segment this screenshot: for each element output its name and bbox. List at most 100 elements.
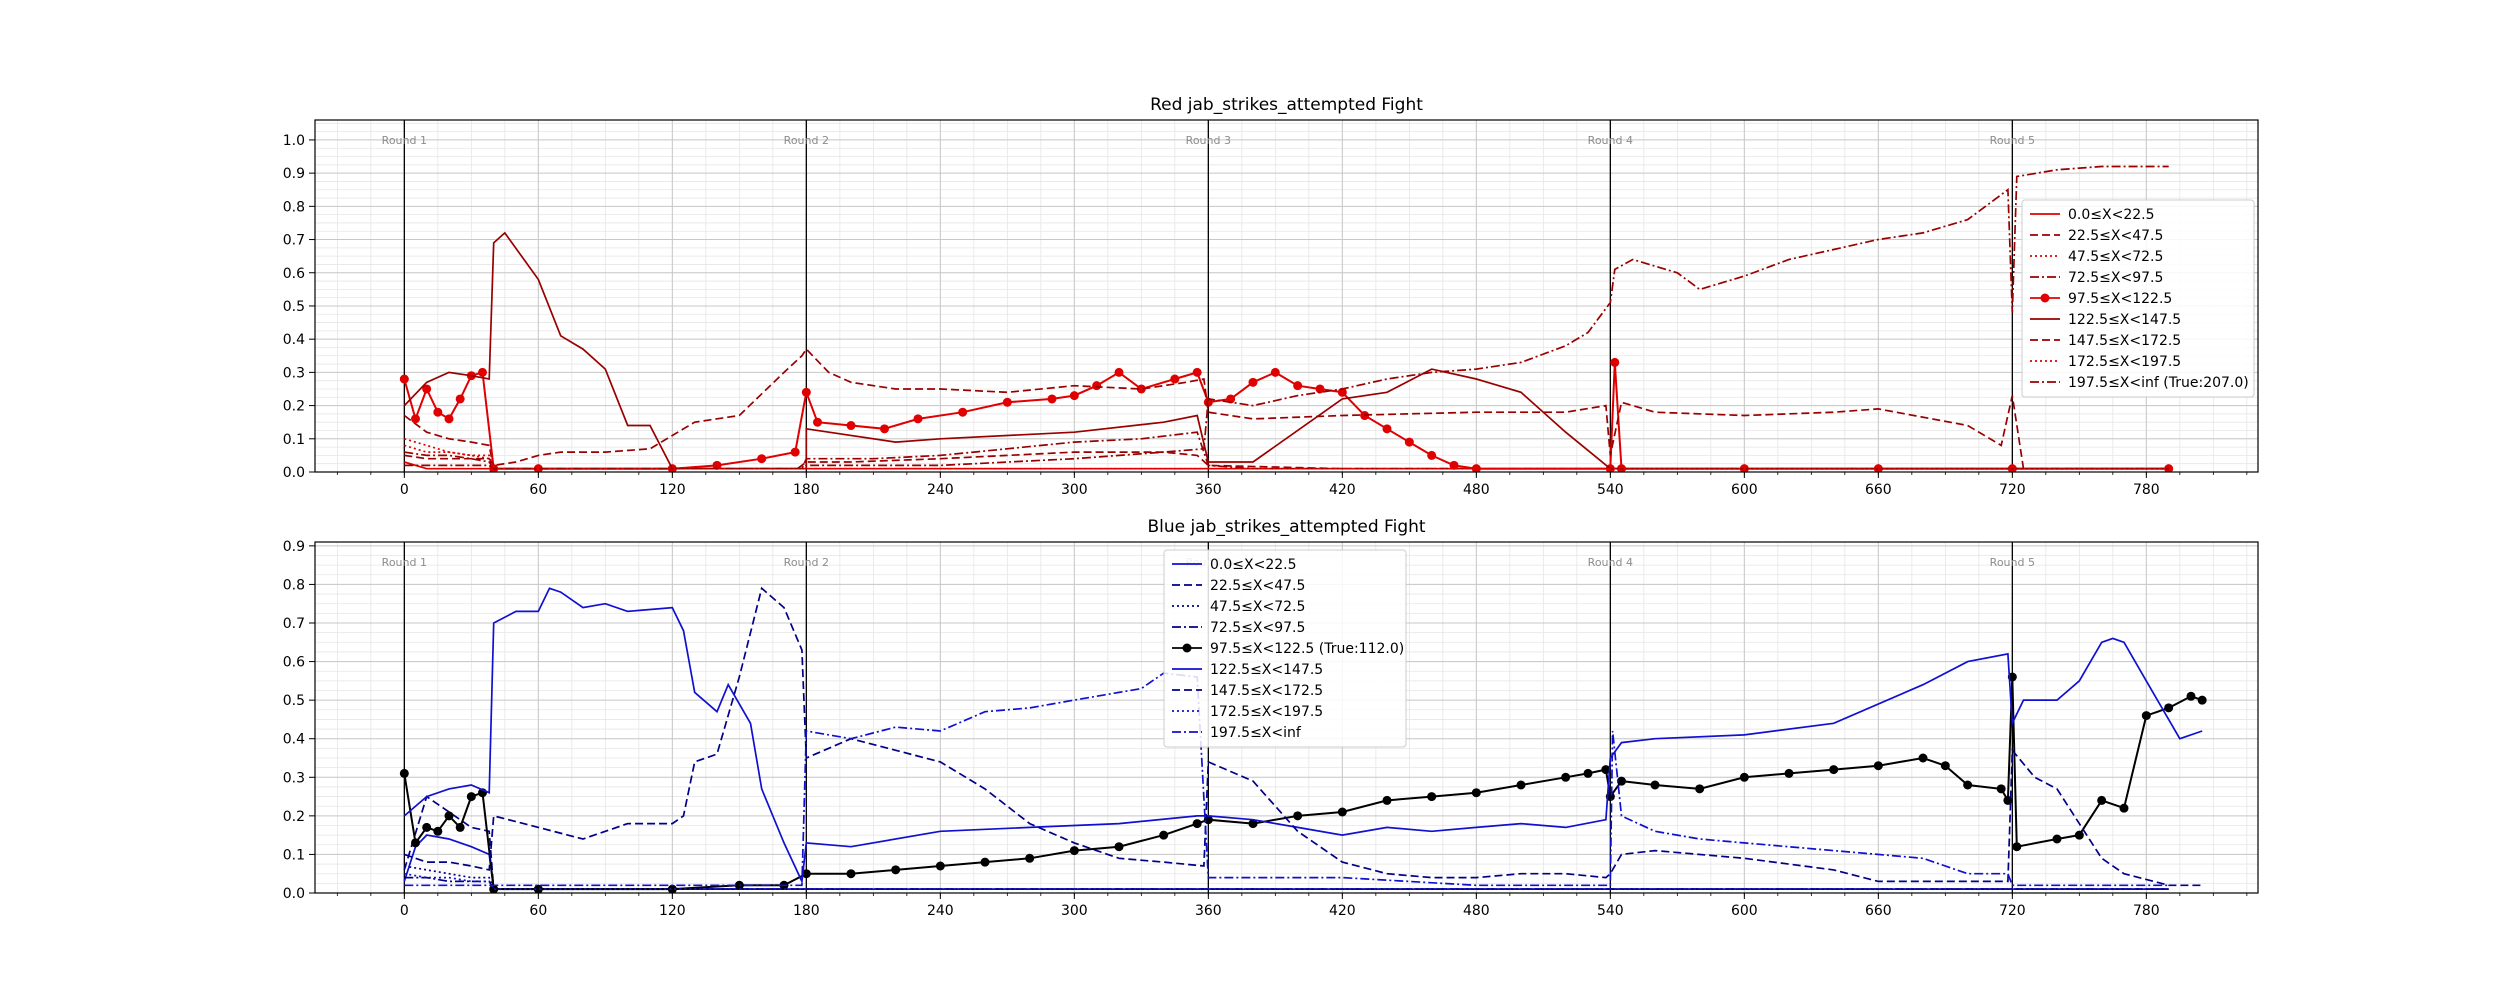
series-marker [1382, 795, 1392, 805]
y-tick-label: 0.4 [283, 332, 305, 348]
y-tick-label: 0.7 [283, 616, 305, 632]
legend: 0.0≤X<22.5 22.5≤X<47.5 47.5≤X<72.5 72.5≤X<9… [1163, 549, 1407, 748]
legend-entry: 72.5≤X<97.5 [1210, 620, 1305, 636]
y-tick-label: 0.9 [283, 166, 305, 182]
round-label: Round 5 [1990, 134, 2035, 147]
series-marker [1583, 768, 1593, 778]
series-marker [1829, 765, 1839, 775]
legend-entry: 172.5≤X<197.5 [1210, 704, 1323, 720]
legend-entry: 172.5≤X<197.5 [2068, 354, 2181, 370]
round-label: Round 3 [1186, 134, 1231, 147]
y-tick-label: 0.8 [283, 199, 305, 215]
series-marker [2012, 842, 2022, 852]
x-tick-label: 720 [1999, 482, 2026, 498]
series-marker [1114, 842, 1124, 852]
series-marker [790, 447, 800, 457]
x-tick-label: 780 [2133, 482, 2160, 498]
round-label: Round 4 [1588, 134, 1633, 147]
chart-title: Blue jab_strikes_attempted Fight [1147, 517, 1425, 537]
series-marker [1471, 788, 1481, 798]
x-tick-label: 420 [1329, 482, 1356, 498]
series-marker [1069, 846, 1079, 856]
series-marker [1561, 772, 1571, 782]
series-marker [1784, 768, 1794, 778]
series-marker [1047, 394, 1057, 404]
legend-entry: 0.0≤X<22.5 [1210, 557, 1297, 573]
legend-entry: 47.5≤X<72.5 [2068, 249, 2163, 265]
legend-entry: 47.5≤X<72.5 [1210, 599, 1305, 615]
round-label: Round 5 [1990, 556, 2035, 569]
series-marker [2074, 830, 2084, 840]
series-marker [1739, 772, 1749, 782]
series-marker [2186, 691, 2196, 701]
x-tick-label: 0 [400, 903, 409, 919]
series-marker [411, 414, 420, 424]
series-marker [913, 414, 923, 424]
series-marker [1516, 780, 1526, 790]
round-label: Round 1 [382, 134, 427, 147]
series-marker [422, 822, 432, 832]
x-tick-label: 240 [927, 482, 954, 498]
legend-entry: 0.0≤X<22.5 [2068, 207, 2155, 223]
series-marker [444, 811, 454, 821]
y-tick-label: 0.1 [283, 847, 305, 863]
legend-entry: 22.5≤X<47.5 [2068, 228, 2163, 244]
series-marker [1996, 784, 2006, 794]
series-marker [1248, 377, 1258, 387]
series-marker [455, 822, 465, 832]
y-tick-label: 0.3 [283, 365, 305, 381]
series-marker [399, 374, 409, 384]
series-line-4 [403, 362, 2169, 470]
axes-frame [314, 541, 2259, 894]
legend-entry: 97.5≤X<122.5 (True:112.0) [1210, 641, 1404, 657]
series-marker [1192, 819, 1202, 829]
x-tick-label: 360 [1195, 903, 1222, 919]
series-marker [757, 454, 767, 464]
x-tick-label: 420 [1329, 903, 1356, 919]
series-marker [433, 407, 443, 417]
series-line-3 [404, 431, 2169, 470]
series-marker [399, 768, 409, 778]
series-marker [1695, 784, 1705, 794]
series-marker [1025, 853, 1035, 863]
round-label: Round 1 [382, 556, 427, 569]
series-marker [980, 857, 990, 867]
y-tick-label: 0.2 [283, 399, 305, 415]
series-marker [801, 869, 811, 879]
series-layer [399, 586, 2207, 893]
legend-entry: 147.5≤X<172.5 [1210, 683, 1323, 699]
series-marker [2141, 711, 2151, 721]
series-line-7 [404, 444, 2169, 470]
series-marker [1159, 830, 1169, 840]
series-marker [1293, 811, 1303, 821]
round-label: Round 4 [1588, 556, 1633, 569]
legend-entry: 197.5≤X<inf [1210, 725, 1302, 741]
x-tick-label: 600 [1731, 482, 1758, 498]
y-tick-label: 0.9 [283, 539, 305, 555]
series-marker [533, 884, 543, 893]
series-line-2 [404, 437, 2169, 470]
series-marker [1170, 374, 1180, 384]
y-tick-label: 0.4 [283, 732, 305, 748]
x-tick-label: 180 [793, 482, 820, 498]
x-tick-label: 120 [659, 903, 686, 919]
x-tick-label: 360 [1195, 482, 1222, 498]
series-marker [1293, 381, 1303, 391]
y-tick-label: 0.7 [283, 233, 305, 249]
series-marker [478, 367, 487, 377]
series-line-5 [403, 231, 2169, 470]
round-label: Round 2 [784, 134, 829, 147]
series-line-6 [404, 586, 2203, 887]
x-tick-label: 720 [1999, 903, 2026, 919]
legend-entry: 197.5≤X<inf (True:207.0) [2068, 375, 2249, 391]
series-marker [1315, 384, 1325, 394]
x-tick-label: 480 [1463, 903, 1490, 919]
x-tick-label: 780 [2133, 903, 2160, 919]
legend-marker [1182, 643, 1192, 653]
y-tick-label: 0.0 [283, 886, 305, 902]
legend-entry: 122.5≤X<147.5 [1210, 662, 1323, 678]
series-marker [2119, 803, 2129, 813]
series-marker [433, 826, 443, 836]
y-tick-label: 0.6 [283, 266, 305, 282]
